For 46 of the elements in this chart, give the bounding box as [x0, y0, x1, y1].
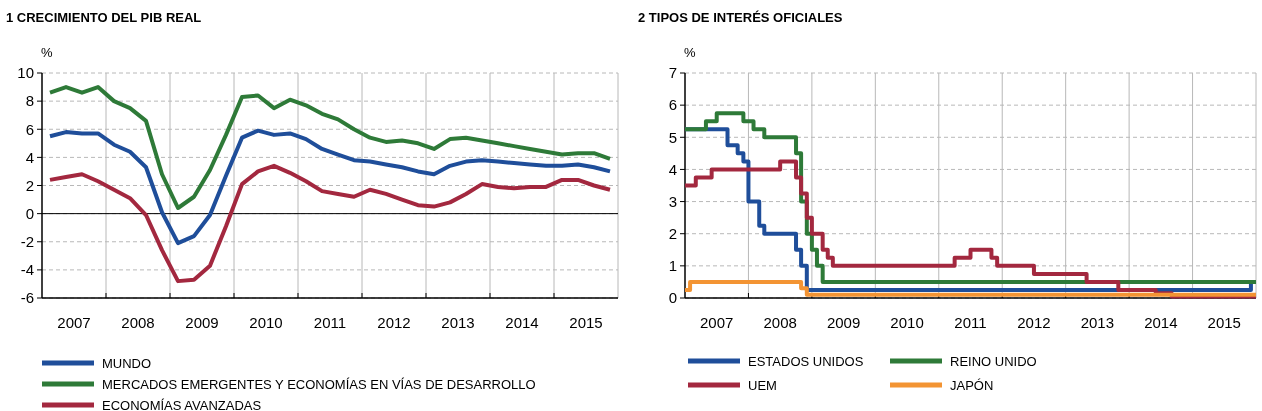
y-tick-label: 2 [25, 176, 34, 194]
x-tick-label: 2015 [569, 314, 603, 331]
y-tick-label: 5 [668, 128, 677, 146]
x-tick-label: 2012 [377, 314, 411, 331]
y-tick-label: -4 [20, 261, 34, 279]
chart-title: 1 CRECIMIENTO DEL PIB REAL [6, 10, 202, 25]
y-tick-label: 4 [668, 160, 677, 178]
y-tick-label: -6 [20, 289, 34, 307]
x-tick-label: 2009 [185, 314, 219, 331]
y-tick-label: 6 [668, 96, 677, 114]
legend-label: UEM [748, 377, 777, 393]
x-tick-label: 2008 [763, 314, 797, 331]
y-tick-label: 10 [17, 64, 34, 82]
y-tick-label: 2 [668, 224, 677, 242]
legend-label: MUNDO [102, 355, 152, 371]
x-tick-label: 2010 [249, 314, 283, 331]
y-axis-title: % [41, 45, 53, 60]
x-tick-label: 2007 [700, 314, 734, 331]
x-tick-label: 2011 [313, 314, 347, 331]
chart-title: 2 TIPOS DE INTERÉS OFICIALES [638, 10, 843, 25]
x-tick-label: 2010 [890, 314, 924, 331]
x-tick-label: 2014 [505, 314, 539, 331]
y-tick-label: 6 [25, 120, 34, 138]
x-tick-label: 2008 [121, 314, 155, 331]
legend-label: REINO UNIDO [950, 353, 1037, 369]
x-tick-label: 2011 [954, 314, 987, 331]
y-tick-label: 4 [25, 148, 34, 166]
y-tick-label: -2 [20, 233, 34, 250]
y-tick-label: 0 [668, 289, 677, 307]
x-tick-label: 2013 [1080, 314, 1115, 331]
x-tick-label: 2015 [1207, 314, 1241, 331]
y-tick-label: 0 [25, 204, 34, 222]
x-tick-label: 2014 [1144, 314, 1178, 331]
y-tick-label: 8 [25, 92, 34, 110]
y-tick-label: 1 [668, 257, 677, 275]
legend-label: ECONOMÍAS AVANZADAS [102, 397, 262, 411]
x-tick-label: 2009 [826, 314, 861, 331]
y-axis-title: % [684, 45, 696, 60]
x-tick-label: 2013 [441, 314, 475, 331]
y-tick-label: 3 [668, 192, 677, 210]
x-tick-label: 2012 [1017, 314, 1051, 331]
x-tick-label: 2007 [57, 314, 91, 331]
y-tick-label: 7 [668, 64, 677, 82]
legend-label: ESTADOS UNIDOS [748, 353, 864, 369]
legend-label: MERCADOS EMERGENTES Y ECONOMÍAS EN VÍAS DE DESARROLLO [102, 376, 536, 392]
legend-label: JAPÓN [950, 377, 994, 393]
